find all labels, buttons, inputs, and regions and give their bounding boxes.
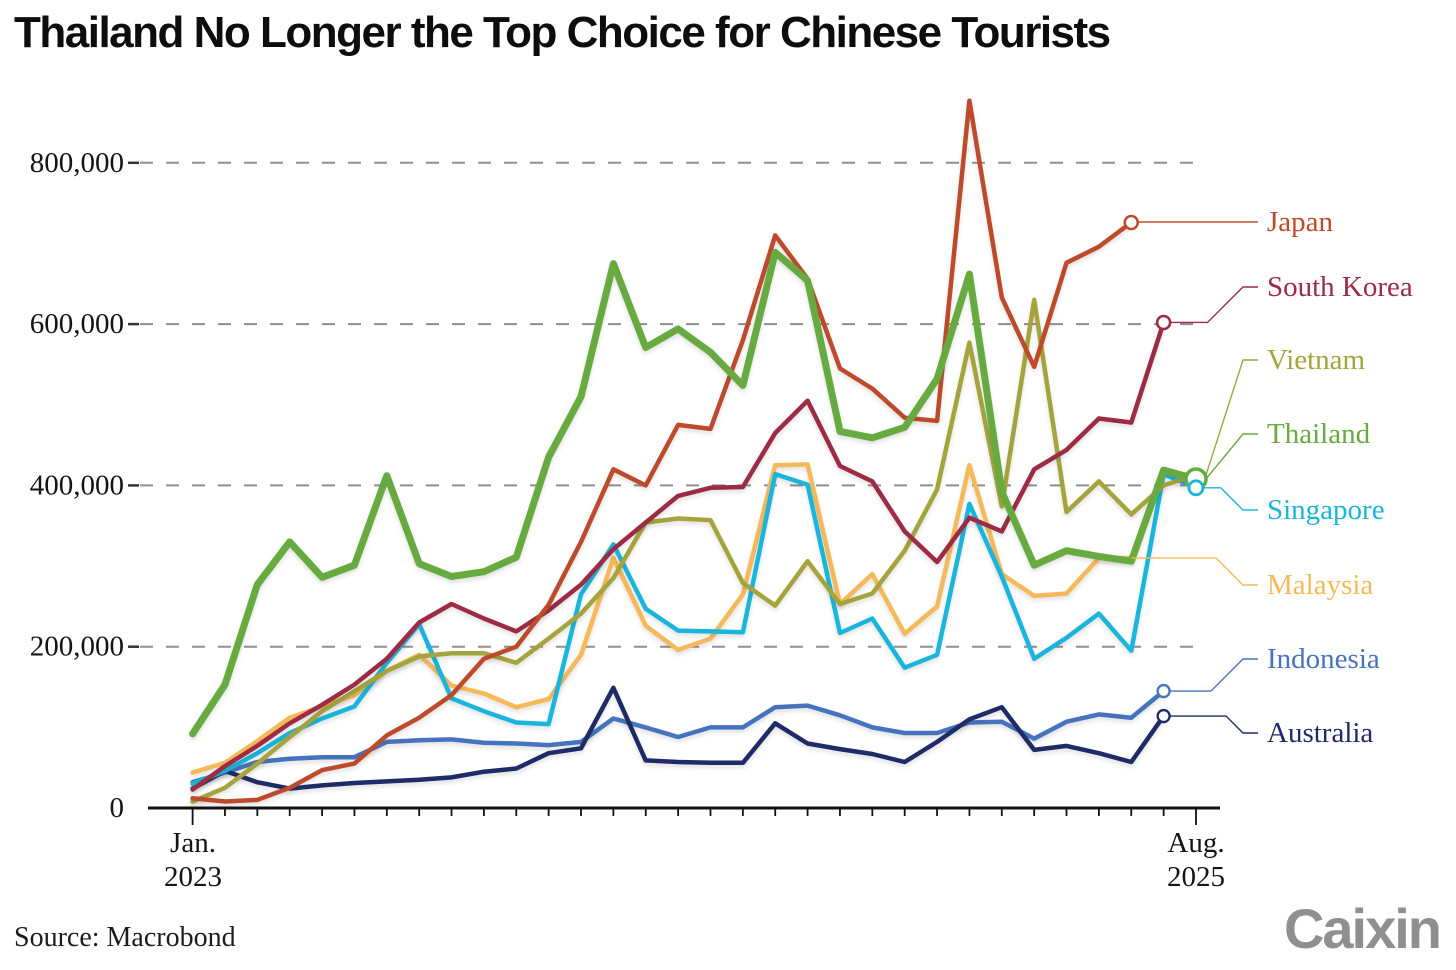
series-line-thailand bbox=[189, 248, 1200, 738]
legend-connector-vietnam bbox=[1196, 359, 1258, 476]
y-axis-label: 800,000 bbox=[30, 147, 124, 179]
caixin-logo: Caixin bbox=[1283, 897, 1442, 960]
series-line-japan bbox=[190, 98, 1134, 804]
y-axis-label: 600,000 bbox=[30, 308, 124, 340]
source-text: Source: Macrobond bbox=[14, 922, 236, 953]
legend-connector-australia bbox=[1163, 715, 1258, 734]
series-line-australia bbox=[190, 685, 1166, 791]
endpoint-marker-singapore bbox=[1187, 479, 1205, 497]
chart-title: Thailand No Longer the Top Choice for Ch… bbox=[14, 8, 1111, 57]
series-line-south-korea bbox=[190, 320, 1166, 792]
legend-connector-singapore bbox=[1196, 487, 1258, 511]
series-line-indonesia bbox=[190, 688, 1166, 785]
x-axis-label-end-year: 2025 bbox=[1167, 861, 1225, 893]
series-line-singapore bbox=[190, 471, 1199, 787]
legend-label-malaysia: Malaysia bbox=[1267, 569, 1373, 601]
legend-connector-south-korea bbox=[1163, 286, 1258, 324]
x-axis-label-start-month: Jan. bbox=[170, 827, 216, 859]
legend-label-japan: Japan bbox=[1267, 206, 1334, 238]
endpoint-marker-indonesia bbox=[1156, 683, 1171, 699]
y-axis-label: 200,000 bbox=[30, 631, 124, 663]
legend-label-singapore: Singapore bbox=[1267, 494, 1385, 526]
endpoint-marker-south-korea bbox=[1155, 314, 1172, 331]
legend-label-indonesia: Indonesia bbox=[1267, 643, 1380, 675]
x-axis-label-start-year: 2023 bbox=[164, 861, 222, 893]
legend-label-australia: Australia bbox=[1267, 717, 1373, 749]
legend-label-thailand: Thailand bbox=[1267, 418, 1371, 450]
endpoint-marker-japan bbox=[1123, 214, 1140, 231]
endpoint-marker-australia bbox=[1156, 708, 1171, 724]
x-axis-label-end-month: Aug. bbox=[1167, 827, 1224, 859]
legend-connector-malaysia bbox=[1131, 557, 1258, 586]
legend-label-vietnam: Vietnam bbox=[1267, 344, 1366, 376]
legend-connector-indonesia bbox=[1163, 658, 1258, 692]
series-line-vietnam bbox=[190, 297, 1199, 804]
y-axis-label: 400,000 bbox=[30, 469, 124, 501]
y-axis-label: 0 bbox=[110, 792, 125, 824]
legend-label-south-korea: South Korea bbox=[1267, 271, 1413, 303]
